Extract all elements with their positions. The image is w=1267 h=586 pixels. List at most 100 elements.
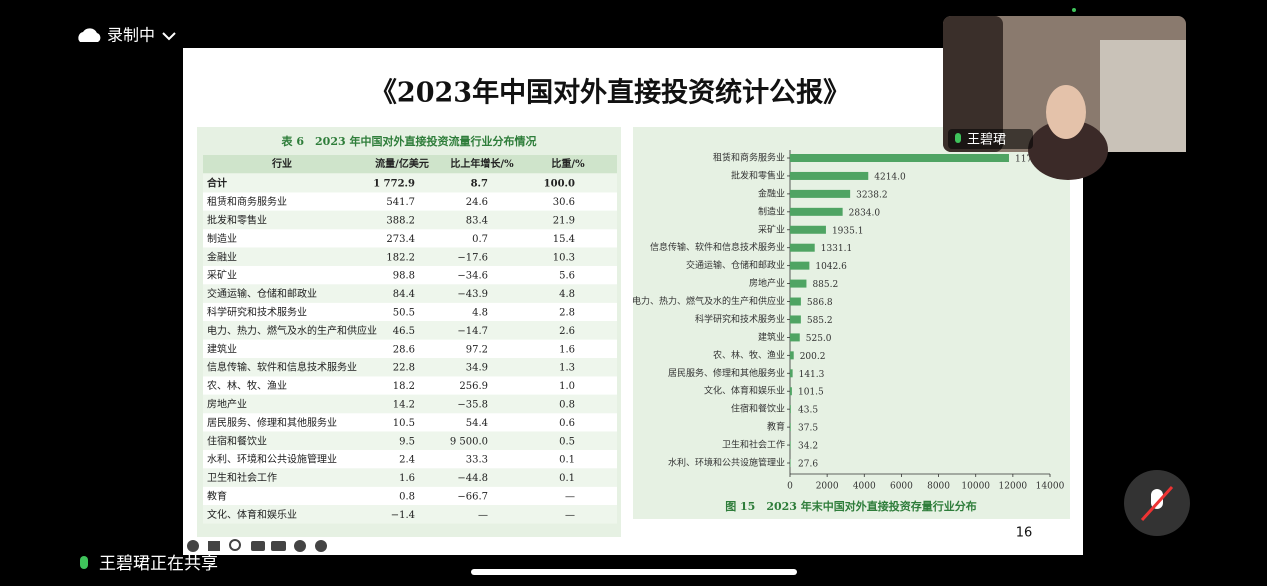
value-label: 4214.0 [874,172,906,182]
y-tick-label: 农、林、牧、渔业 [713,349,785,361]
table-cell: 182.2 [386,252,415,263]
x-tick-label: 4000 [853,482,876,492]
table-cell: 14.2 [393,400,415,411]
table-cell: 4.8 [559,289,575,300]
table-cell: 1.6 [399,473,415,484]
bar [790,207,843,216]
table-cell: — [478,510,488,521]
table-header: 比重/% [551,157,585,170]
y-tick-label: 批发和零售业 [731,169,785,181]
y-tick-label: 交通运输、仓储和邮政业 [686,259,785,271]
table-row-bg [203,413,617,432]
table-cell: 98.8 [393,271,415,282]
table-row-bg [203,431,617,450]
status-dot [1072,8,1076,12]
value-label: 27.6 [798,460,818,470]
table-title: 表 6 2023 年中国对外直接投资流量行业分布情况 [281,134,537,148]
value-label: 525.0 [806,334,832,344]
y-tick-label: 电力、热力、燃气及水的生产和供应业 [632,295,785,307]
table-cell: 批发和零售业 [207,214,267,227]
table-cell: −44.8 [457,473,488,484]
table-cell: — [565,492,575,503]
table-row-bg [203,247,617,266]
table-cell: 1.0 [559,381,575,392]
recording-status[interactable]: 录制中 [107,26,155,45]
y-tick-label: 采矿业 [758,223,785,235]
x-tick-label: 2000 [816,482,839,492]
table-cell: 教育 [207,490,227,503]
bar [790,405,791,414]
table-row-bg [203,376,617,395]
table-cell: 水利、环境和公共设施管理业 [207,453,337,466]
camera-button[interactable] [271,541,286,551]
chart-panel [633,127,1070,519]
video-person [1028,120,1108,180]
bar [790,387,792,396]
name-tag [948,129,1033,149]
progress-bar[interactable] [471,569,797,575]
table-cell: 46.5 [393,326,415,337]
table-cell: 22.8 [393,363,415,374]
table-cell: 1.3 [559,363,575,374]
search-button[interactable] [229,539,241,551]
table-cell: 电力、热力、燃气及水的生产和供应业 [207,324,377,337]
bar [790,189,851,198]
chart-title: 图 15 2023 年末中国对外直接投资存量行业分布 [725,499,977,513]
table-cell: 0.1 [559,473,575,484]
y-tick-label: 金融业 [758,187,785,199]
table-cell: 0.8 [559,400,575,411]
table-cell: 科学研究和技术服务业 [207,306,307,319]
value-label: 101.5 [798,388,824,398]
value-label: 586.8 [807,298,833,308]
table-row-bg [203,468,617,487]
value-label: 37.5 [798,424,818,434]
value-label: 885.2 [812,280,838,290]
table-header: 行业 [271,157,292,170]
bar [790,351,794,360]
prev-button[interactable] [187,540,199,552]
bar [790,459,791,467]
x-tick-label: 0 [787,482,793,492]
table-cell: 0.5 [559,436,575,447]
pen-button[interactable] [208,541,220,551]
table-cell: 居民服务、修理和其他服务业 [207,416,337,429]
table-cell: −17.6 [457,252,488,263]
video-tile[interactable]: 王碧珺 [943,16,1186,180]
table-cell: −66.7 [457,492,488,503]
table-row-bg [203,321,617,340]
chevron[interactable] [162,32,176,41]
table-row-bg [203,174,617,193]
x-tick-label: 6000 [890,482,913,492]
y-tick-label: 科学研究和技术服务业 [695,313,785,325]
cc-button[interactable] [251,541,265,551]
x-tick-label: 12000 [999,482,1028,492]
next-button[interactable] [315,540,327,552]
table-row-bg [203,358,617,377]
table-cell: 2.6 [559,326,575,337]
table-cell: 交通运输、仓储和邮政业 [207,287,317,300]
bar [790,154,1009,162]
table-row-bg [203,486,617,506]
table-cell: 54.4 [466,418,488,429]
table-cell: 房地产业 [207,398,247,411]
more-button[interactable] [294,540,306,552]
table-cell: 9 500.0 [450,436,488,447]
table-row-bg [203,339,617,358]
table-cell: 2.4 [399,455,415,466]
y-tick-label: 制造业 [758,205,785,217]
bar [790,423,791,432]
y-tick-label: 房地产业 [749,277,785,289]
table-cell: −43.9 [457,289,488,300]
table-cell: 30.6 [553,197,575,208]
table-cell: −1.4 [391,510,415,521]
table-header: 比上年增长/% [450,157,514,170]
table-cell: 388.2 [386,216,415,227]
table-cell: 文化、体育和娱乐业 [207,508,297,521]
video-wall [1100,40,1186,152]
table-cell: 租赁和商务服务业 [207,195,287,208]
value-label: 3238.2 [856,190,888,200]
table-cell: −34.6 [457,271,488,282]
table-cell: 34.9 [466,363,488,374]
